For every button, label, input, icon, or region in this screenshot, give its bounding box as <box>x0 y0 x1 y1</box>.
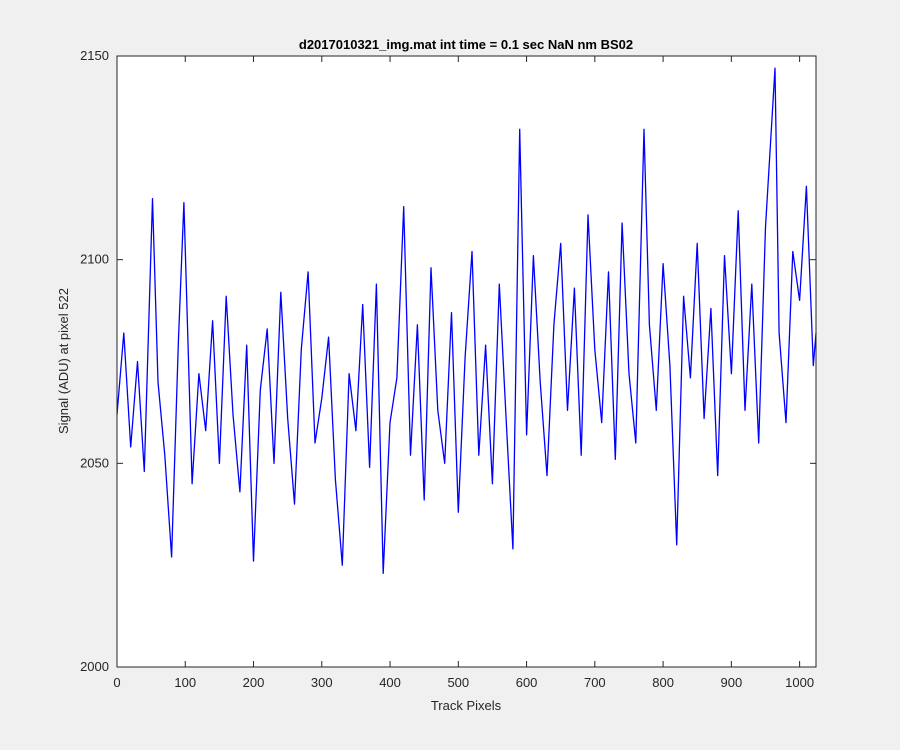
chart-title: d2017010321_img.mat int time = 0.1 sec N… <box>299 37 633 52</box>
x-tick-label: 0 <box>113 675 120 690</box>
y-tick-label: 2150 <box>80 48 109 63</box>
y-tick-label: 2100 <box>80 252 109 267</box>
x-tick-label: 800 <box>652 675 674 690</box>
y-axis-label: Signal (ADU) at pixel 522 <box>56 288 71 434</box>
y-tick-label: 2050 <box>80 455 109 470</box>
data-layer <box>116 67 817 574</box>
plot-area <box>117 56 816 667</box>
ticks-layer: 0 100 200 300 400 500 600 700 800 900 1000 2000 2050… <box>80 48 816 690</box>
x-tick-label: 500 <box>447 675 469 690</box>
x-tick-label: 400 <box>379 675 401 690</box>
x-tick-label: 600 <box>516 675 538 690</box>
x-tick-label: 300 <box>311 675 333 690</box>
axes-box <box>116 55 817 668</box>
x-tick-label: 1000 <box>785 675 814 690</box>
x-tick-label: 100 <box>174 675 196 690</box>
series-line <box>116 67 817 574</box>
x-tick-label: 700 <box>584 675 606 690</box>
x-axis-label: Track Pixels <box>431 698 502 713</box>
x-tick-label: 900 <box>721 675 743 690</box>
x-tick-label: 200 <box>243 675 265 690</box>
y-tick-label: 2000 <box>80 659 109 674</box>
